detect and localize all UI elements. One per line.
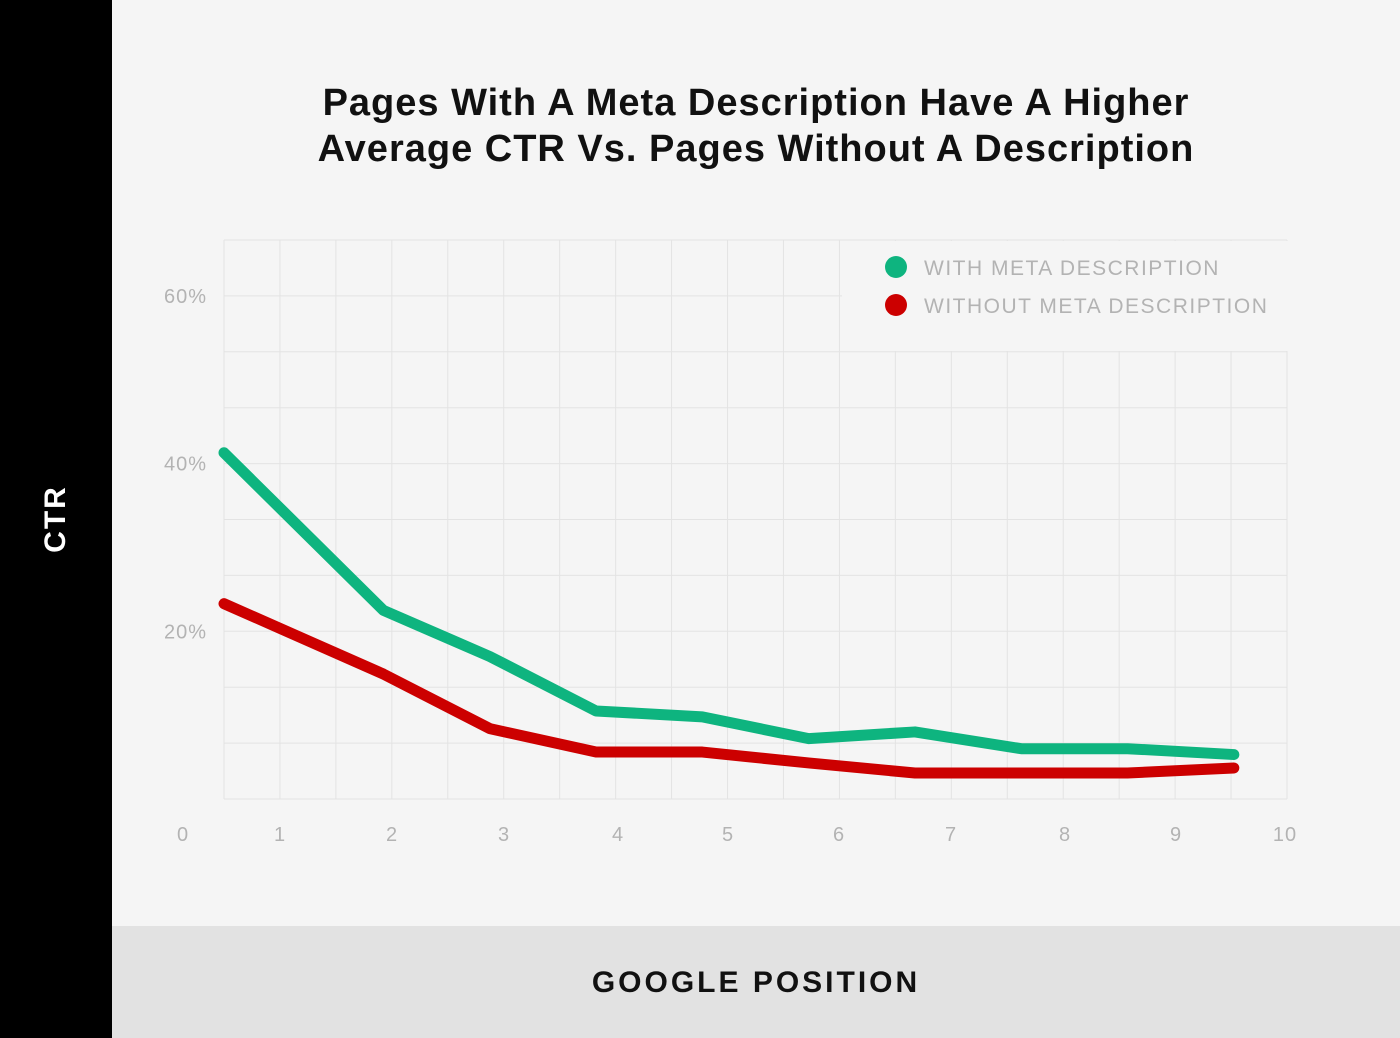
y-tick-label: 40%	[164, 454, 207, 476]
x-tick-label: 0	[177, 824, 189, 846]
legend-marker-without	[885, 294, 907, 316]
x-tick-label: 3	[498, 824, 510, 846]
x-tick-label: 5	[722, 824, 734, 846]
x-axis-title: GOOGLE POSITION	[591, 966, 921, 999]
y-tick-label: 60%	[164, 286, 207, 308]
y-axis-label-bar: CTR	[0, 0, 112, 1038]
x-tick-label: 1	[274, 824, 286, 846]
x-tick-label: 2	[386, 824, 398, 846]
chart-title-line-2: Average CTR Vs. Pages Without A Descript…	[317, 128, 1195, 170]
x-tick-label: 9	[1170, 824, 1182, 846]
x-tick-label: 8	[1059, 824, 1071, 846]
x-tick-label: 6	[833, 824, 845, 846]
legend-background	[842, 241, 1288, 351]
series-line-with-meta-description	[218, 447, 1240, 761]
series-line-without-meta-description	[218, 598, 1240, 779]
legend-label-without: WITHOUT META DESCRIPTION	[924, 295, 1268, 318]
x-tick-label: 7	[945, 824, 957, 846]
legend-marker-with	[885, 256, 907, 278]
x-tick-label: 4	[612, 824, 624, 846]
y-tick-label: 20%	[164, 621, 207, 643]
legend-label-with: WITH META DESCRIPTION	[924, 257, 1220, 280]
x-axis-label-bar: GOOGLE POSITION	[112, 926, 1400, 1038]
x-tick-label: 10	[1273, 824, 1297, 846]
chart-title: Pages With A Meta Description Have A Hig…	[200, 80, 1312, 172]
chart-title-line-1: Pages With A Meta Description Have A Hig…	[322, 82, 1190, 124]
